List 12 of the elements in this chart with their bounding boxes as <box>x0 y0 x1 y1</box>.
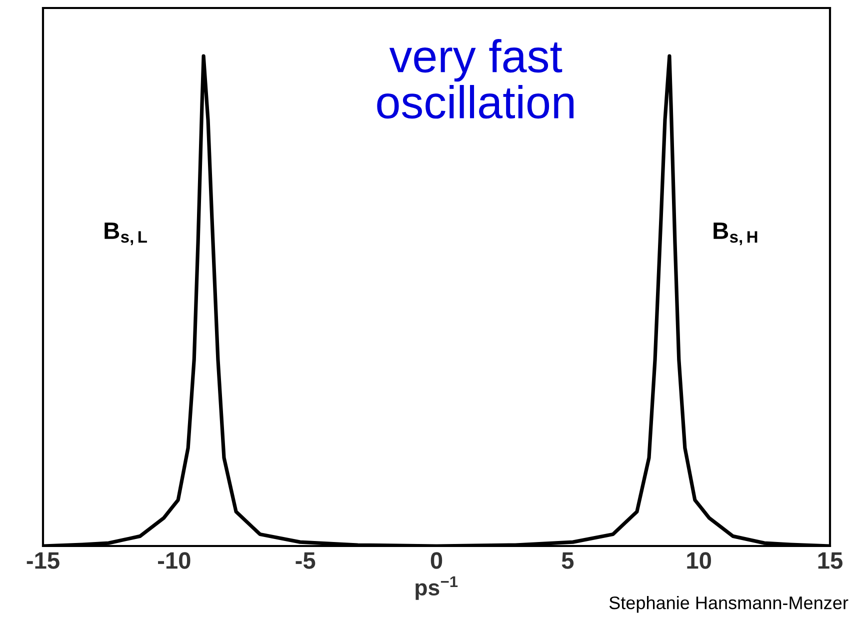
x-tick-label: -10 <box>158 552 190 569</box>
x-tick-label: -15 <box>26 552 60 569</box>
text: Stephanie Hansmann-Menzer <box>609 596 848 613</box>
x-tick-label: 0 <box>430 552 442 569</box>
annotation: B$_{s,H}$ <box>714 222 758 246</box>
annotation: very fast oscillation <box>377 38 574 119</box>
x-tick-label: -5 <box>296 552 316 569</box>
x-tick-label: 15 <box>818 552 842 569</box>
x-tick-label: 10 <box>687 552 711 569</box>
x-axis-title: ps$^{−1}$ <box>416 576 458 600</box>
annotation: B$_{s,L}$ <box>104 222 147 246</box>
x-tick-label: 5 <box>562 552 574 569</box>
